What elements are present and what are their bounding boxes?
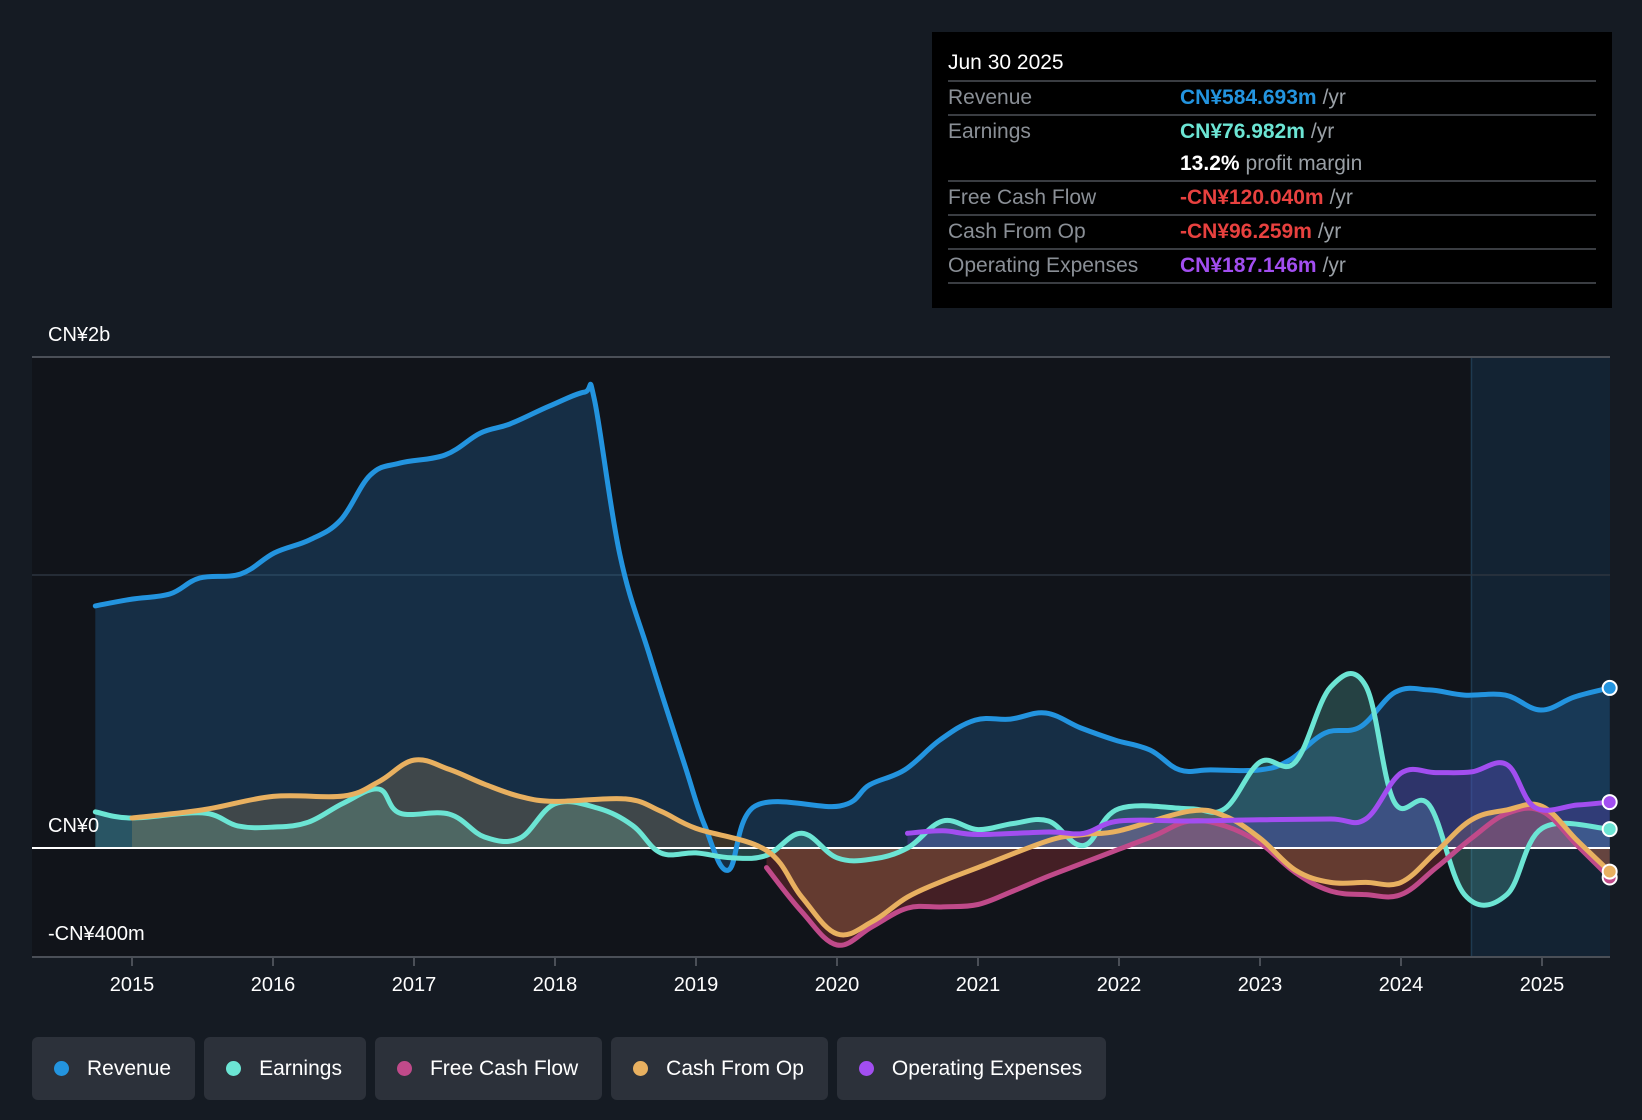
x-tick-label: 2021 <box>956 974 1001 996</box>
x-tick-label: 2016 <box>251 974 296 996</box>
earnings-endpoint-marker <box>1601 821 1618 838</box>
tooltip: Jun 30 2025 Revenue CN¥584.693m /yr Earn… <box>932 32 1612 308</box>
revenue-line <box>92 381 1613 873</box>
legend-item-operating-expenses[interactable]: Operating Expenses <box>836 1037 1107 1100</box>
y-axis: CN¥2b CN¥0 -CN¥400m <box>48 324 145 945</box>
tooltip-row-earnings: Earnings CN¥76.982m /yr <box>948 116 1596 148</box>
legend-dot-icon <box>226 1061 242 1076</box>
x-tick-label: 2017 <box>392 974 437 996</box>
tooltip-unit: /yr <box>1322 254 1346 277</box>
x-tick-label: 2019 <box>674 974 719 996</box>
cash-from-op-endpoint-marker <box>1601 863 1618 880</box>
legend-label: Free Cash Flow <box>429 1056 579 1080</box>
tooltip-label: Cash From Op <box>948 220 1086 243</box>
y-tick-label: CN¥0 <box>48 815 99 837</box>
earnings-line <box>92 671 1613 908</box>
x-tick-label: 2025 <box>1520 974 1565 996</box>
legend-dot-icon <box>396 1061 412 1076</box>
tooltip-unit: /yr <box>1310 120 1335 143</box>
tooltip-unit: /yr <box>1322 86 1346 109</box>
legend: Revenue Earnings Free Cash Flow Cash Fro… <box>32 1037 1107 1100</box>
series-endpoints <box>1601 679 1618 886</box>
legend-item-cash-from-op[interactable]: Cash From Op <box>611 1037 828 1100</box>
legend-label: Operating Expenses <box>891 1056 1083 1080</box>
x-tick-label: 2015 <box>110 974 155 996</box>
x-tick-label: 2022 <box>1097 974 1142 996</box>
tooltip-value: CN¥187.146m <box>1180 254 1317 277</box>
tooltip-value: -CN¥120.040m <box>1180 186 1324 209</box>
legend-dot-icon <box>858 1061 874 1076</box>
tooltip-row-operating-expenses: Operating Expenses CN¥187.146m /yr <box>948 250 1596 284</box>
tooltip-date: Jun 30 2025 <box>948 46 1596 82</box>
legend-label: Earnings <box>259 1056 342 1080</box>
operating-expenses-line <box>905 760 1613 838</box>
revenue-area <box>95 384 1610 871</box>
tooltip-label: Operating Expenses <box>948 254 1139 277</box>
plot-background <box>32 357 1610 957</box>
y-tick-label: CN¥2b <box>48 324 110 346</box>
x-axis: 2015 2016 2017 2018 2019 2020 2021 2022 2023 2024… <box>32 956 1610 996</box>
tooltip-value: CN¥584.693m <box>1180 86 1317 109</box>
tooltip-unit: /yr <box>1329 186 1353 209</box>
x-tick-label: 2023 <box>1238 974 1283 996</box>
x-tick-label: 2020 <box>815 974 860 996</box>
tooltip-row-profit-margin: 13.2% profit margin <box>948 148 1596 182</box>
legend-label: Cash From Op <box>666 1056 804 1080</box>
operating-expenses-area <box>907 762 1610 848</box>
revenue-endpoint-marker <box>1601 679 1618 696</box>
legend-item-free-cash-flow[interactable]: Free Cash Flow <box>374 1037 603 1100</box>
tooltip-row-revenue: Revenue CN¥584.693m /yr <box>948 82 1596 116</box>
legend-item-revenue[interactable]: Revenue <box>32 1037 196 1100</box>
x-tick-label: 2024 <box>1379 974 1424 996</box>
legend-dot-icon <box>54 1061 69 1076</box>
tooltip-unit: profit margin <box>1245 152 1363 175</box>
tooltip-unit: /yr <box>1317 220 1342 243</box>
operating-expenses-endpoint-marker <box>1601 794 1618 811</box>
y-tick-label: -CN¥400m <box>48 923 145 945</box>
series-lines <box>92 381 1613 948</box>
tooltip-row-free-cash-flow: Free Cash Flow -CN¥120.040m /yr <box>948 182 1596 216</box>
tooltip-label: Free Cash Flow <box>948 186 1097 209</box>
tooltip-value: CN¥76.982m <box>1180 120 1305 143</box>
tooltip-label: Earnings <box>948 120 1031 143</box>
tooltip-row-cash-from-op: Cash From Op -CN¥96.259m /yr <box>948 216 1596 250</box>
legend-dot-icon <box>633 1061 649 1076</box>
tooltip-value: -CN¥96.259m <box>1180 220 1312 243</box>
tooltip-value: 13.2% <box>1180 152 1240 175</box>
cash-from-op-area <box>132 759 1610 935</box>
x-tick-label: 2018 <box>533 974 578 996</box>
legend-label: Revenue <box>87 1056 172 1080</box>
legend-item-earnings[interactable]: Earnings <box>204 1037 366 1100</box>
tooltip-label <box>948 148 1180 180</box>
grid <box>32 356 1610 576</box>
tooltip-label: Revenue <box>948 86 1033 109</box>
cash-from-op-line <box>129 757 1613 938</box>
